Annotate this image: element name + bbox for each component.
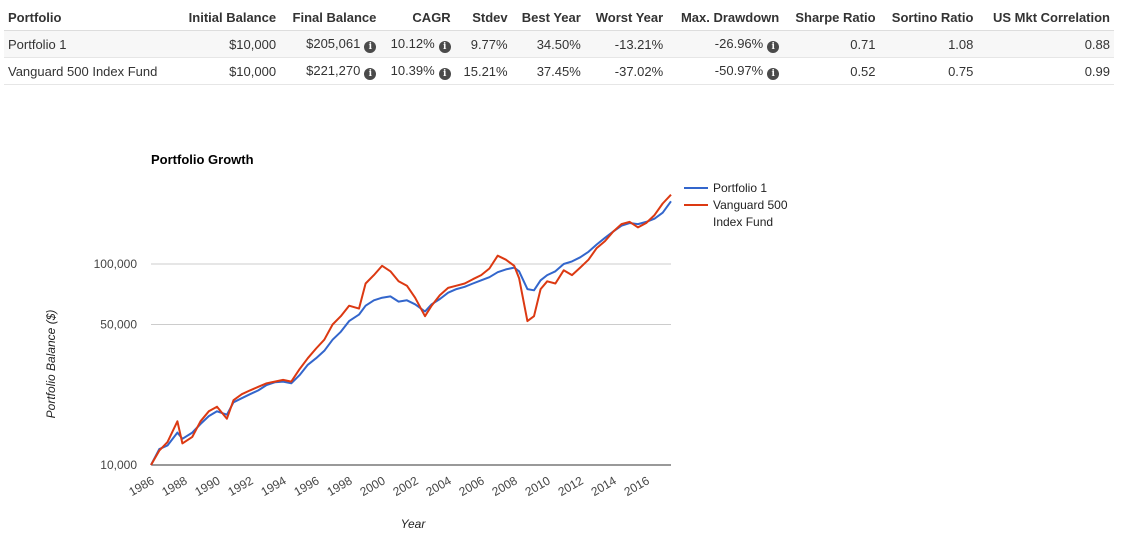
chart-gridlines (151, 263, 671, 466)
cell-initial-balance: $10,000 (175, 30, 281, 58)
info-circle-icon[interactable]: i (767, 67, 780, 80)
col-header-cagr: CAGR (380, 4, 455, 31)
info-circle-icon[interactable]: i (364, 40, 377, 53)
series-line-1 (150, 200, 672, 466)
x-tick-label: 1986 (126, 473, 156, 499)
x-tick-label: 2008 (490, 473, 520, 499)
final-balance-value: $221,270 (306, 62, 361, 78)
cell-sortino-ratio: 1.08 (879, 30, 978, 58)
cell-us-mkt-correlation: 0.99 (977, 57, 1114, 85)
cagr-value: 10.39% (390, 62, 435, 78)
x-tick-label: 2000 (357, 473, 387, 499)
x-tick-label: 2016 (622, 473, 652, 499)
x-tick-label: 2010 (523, 473, 553, 499)
col-header-us-mkt-correlation: US Mkt Correlation (977, 4, 1114, 31)
x-tick-label: 2014 (589, 473, 619, 499)
col-header-worst-year: Worst Year (584, 4, 668, 31)
chart-series-lines (150, 194, 672, 466)
cagr-value: 10.12% (390, 35, 435, 51)
cell-worst-year: -13.21% (584, 30, 668, 58)
cell-stdev: 9.77% (454, 30, 512, 58)
cell-portfolio: Portfolio 1 (4, 30, 176, 58)
table-header-row: Portfolio Initial Balance Final Balance … (4, 4, 1114, 31)
cell-max-drawdown: -50.97% i (667, 57, 784, 85)
col-header-initial-balance: Initial Balance (175, 4, 281, 31)
cell-final-balance: $205,061 i (280, 30, 381, 58)
col-header-max-drawdown: Max. Drawdown (667, 4, 784, 31)
info-circle-icon[interactable]: i (438, 40, 451, 53)
x-tick-label: 1990 (192, 473, 222, 499)
x-tick-label: 2004 (424, 473, 454, 499)
x-tick-label: 1996 (291, 473, 321, 499)
cell-sortino-ratio: 0.75 (879, 57, 978, 85)
cell-cagr: 10.39% i (380, 57, 455, 85)
x-tick-label: 1992 (225, 473, 255, 499)
x-tick-label: 2002 (391, 473, 421, 499)
results-table: Portfolio Initial Balance Final Balance … (4, 4, 1114, 85)
cell-portfolio: Vanguard 500 Index Fund (4, 57, 176, 85)
y-axis-ticks: 10,000 50,000 100,000 (94, 257, 138, 472)
col-header-final-balance: Final Balance (280, 4, 381, 31)
x-axis-title: Year (401, 517, 427, 531)
legend-label: Portfolio 1 (713, 181, 767, 195)
y-tick-label: 10,000 (100, 458, 137, 472)
x-tick-label: 2012 (556, 473, 586, 499)
col-header-portfolio: Portfolio (4, 4, 176, 31)
cell-sharpe-ratio: 0.52 (783, 57, 880, 85)
info-circle-icon[interactable]: i (438, 67, 451, 80)
x-tick-label: 1994 (258, 473, 288, 499)
cell-final-balance: $221,270 i (280, 57, 381, 85)
legend-item[interactable]: Vanguard 500 Index Fund (684, 198, 788, 229)
y-tick-label: 100,000 (94, 257, 138, 271)
x-tick-label: 1998 (324, 473, 354, 499)
x-tick-label: 2006 (457, 473, 487, 499)
portfolio-growth-chart: Portfolio Growth 10,000 50,000 100,000 198… (44, 152, 788, 531)
cell-us-mkt-correlation: 0.88 (977, 30, 1114, 58)
series-line-2 (150, 194, 672, 466)
col-header-best-year: Best Year (511, 4, 585, 31)
table-row: Portfolio 1 $10,000 $205,061 i 10.12% i 9.… (4, 30, 1114, 58)
cell-stdev: 15.21% (454, 57, 512, 85)
final-balance-value: $205,061 (306, 35, 361, 51)
cell-cagr: 10.12% i (380, 30, 455, 58)
cell-worst-year: -37.02% (584, 57, 668, 85)
cell-sharpe-ratio: 0.71 (783, 30, 880, 58)
chart-title: Portfolio Growth (151, 152, 254, 167)
info-circle-icon[interactable]: i (767, 40, 780, 53)
col-header-sharpe-ratio: Sharpe Ratio (783, 4, 880, 31)
col-header-sortino-ratio: Sortino Ratio (879, 4, 978, 31)
cell-best-year: 34.50% (511, 30, 585, 58)
table-row: Vanguard 500 Index Fund $10,000 $221,270… (4, 57, 1114, 85)
legend-label: Vanguard 500 (713, 198, 788, 212)
col-header-stdev: Stdev (454, 4, 512, 31)
info-circle-icon[interactable]: i (364, 67, 377, 80)
y-axis-title: Portfolio Balance ($) (44, 310, 58, 419)
cell-initial-balance: $10,000 (175, 57, 281, 85)
x-tick-label: 1988 (159, 473, 189, 499)
chart-legend: Portfolio 1 Vanguard 500 Index Fund (684, 181, 788, 229)
y-tick-label: 50,000 (100, 318, 137, 332)
legend-label: Index Fund (713, 215, 773, 229)
max-drawdown-value: -26.96% (714, 35, 764, 51)
x-axis-ticks: 1986 1988 1990 1992 1994 1996 1998 2000 2002 2004… (126, 473, 652, 499)
max-drawdown-value: -50.97% (714, 62, 764, 78)
cell-max-drawdown: -26.96% i (667, 30, 784, 58)
cell-best-year: 37.45% (511, 57, 585, 85)
legend-item[interactable]: Portfolio 1 (684, 181, 767, 195)
